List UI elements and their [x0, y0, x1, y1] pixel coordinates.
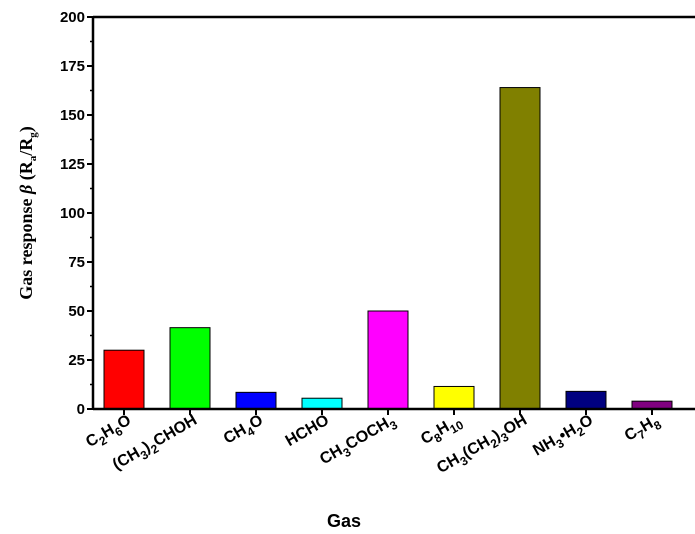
bar [103, 349, 145, 410]
y-tick-label: 200 [60, 9, 85, 26]
x-tick-labels-group: C2H6O(CH3)2CHOH CH4O HCHOCH3COCH3C8H10CH3(… [83, 412, 664, 481]
x-ticks-group [123, 409, 653, 415]
bar [169, 327, 211, 410]
y-tick-label: 50 [68, 303, 85, 320]
y-tick-label: 150 [60, 107, 85, 124]
x-tick-label: HCHO [283, 412, 332, 450]
x-tick-label: C7H8 [622, 412, 664, 449]
bar [367, 310, 409, 410]
bar [301, 397, 343, 410]
y-tick-label: 175 [60, 58, 85, 75]
y-ticks-group: 0 25 50 75 100 125 150 175 200 [60, 9, 93, 418]
bar [499, 87, 541, 410]
y-tick-label: 0 [77, 401, 85, 418]
y-tick-label: 25 [68, 352, 85, 369]
x-tick-label: NH3•H2O [530, 412, 598, 463]
x-axis-title: Gas [327, 511, 361, 531]
x-tick-label: CH3COCH3 [317, 412, 400, 472]
x-tick-label: CH4O [221, 412, 268, 451]
x-tick-label: CH3(CH2)3OH [434, 412, 532, 481]
y-axis-title: Gas response β (Ra/Rg) [16, 126, 39, 299]
bar [433, 385, 475, 410]
x-tick-label: C8H10 [418, 412, 466, 452]
y-tick-label: 100 [60, 205, 85, 222]
y-tick-label: 125 [60, 156, 85, 173]
y-tick-label: 75 [68, 254, 85, 271]
bar [235, 391, 277, 410]
bars-group [103, 87, 673, 410]
bar [565, 390, 607, 410]
